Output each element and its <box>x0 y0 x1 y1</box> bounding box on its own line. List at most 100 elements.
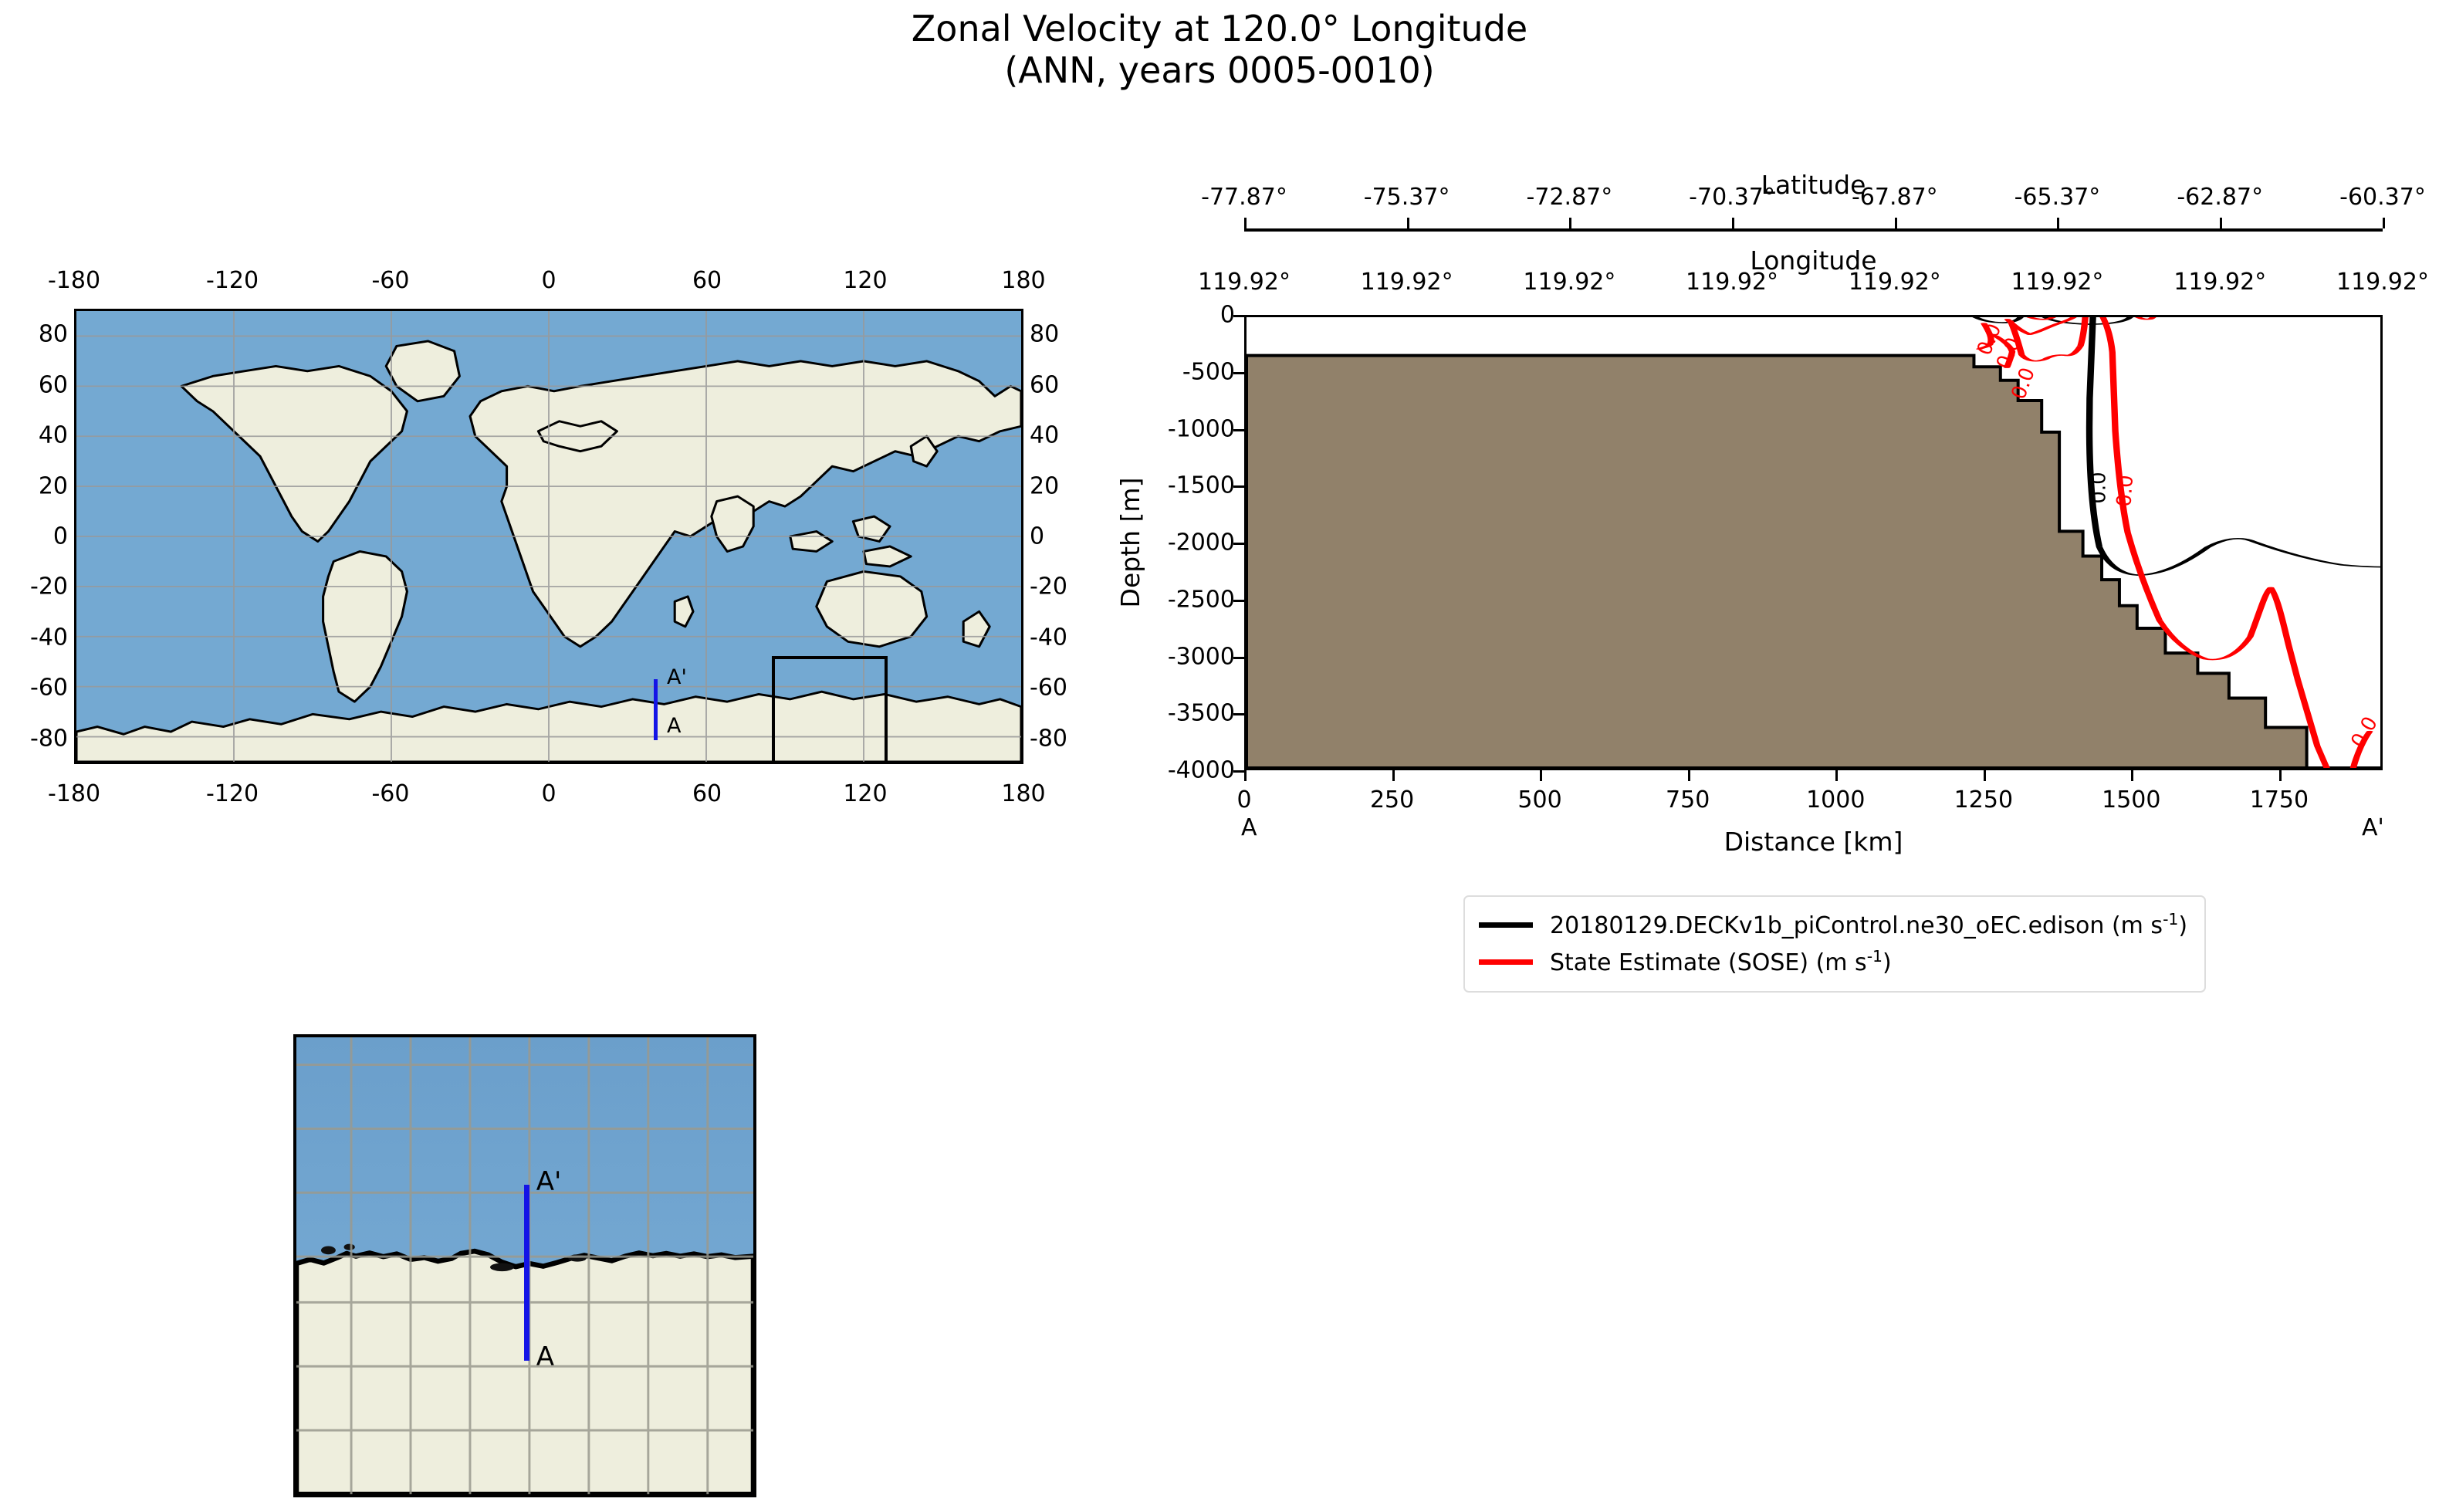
dist-tick-5 <box>1983 770 1986 781</box>
world-xtick-top-6: 180 <box>1001 267 1046 294</box>
dist-label-0: 0 <box>1236 786 1252 814</box>
world-xtick-top-3: 0 <box>541 267 556 294</box>
world-xtick-bot-1: -120 <box>205 780 259 807</box>
lat-tick-4 <box>1894 218 1897 228</box>
world-ytick-l-0: 80 <box>38 320 68 348</box>
world-ytick-r-4: 0 <box>1030 523 1045 550</box>
world-ytick-l-7: -60 <box>30 674 68 702</box>
world-ytick-l-8: -80 <box>30 725 68 753</box>
lat-label-1: -75.37° <box>1363 184 1450 211</box>
dist-label-4: 1000 <box>1806 786 1866 814</box>
lat-tick-3 <box>1732 218 1735 228</box>
transect-line <box>523 1185 529 1361</box>
lat-label-4: -67.87° <box>1851 184 1938 211</box>
dist-tick-4 <box>1835 770 1839 781</box>
world-xtick-top-2: -60 <box>371 267 410 294</box>
series-legend: 20180129.DECKv1b_piControl.ne30_oEC.edis… <box>1463 895 2207 993</box>
contour-label-black-1: 0.0 <box>2087 472 2111 504</box>
regional-map-graphic <box>296 1037 753 1494</box>
lat-label-2: -72.87° <box>1526 184 1613 211</box>
dist-label-2: 500 <box>1517 786 1562 814</box>
figure-title: Zonal Velocity at 120.0° Longitude (ANN,… <box>911 8 1528 92</box>
legend-label-model: 20180129.DECKv1b_piControl.ne30_oEC.edis… <box>1550 910 2188 939</box>
regional-map-frame: A' A <box>293 1034 756 1497</box>
world-ytick-r-1: 60 <box>1030 371 1060 399</box>
legend-swatch-model <box>1479 922 1533 928</box>
depth-label-3: -1500 <box>1167 472 1235 499</box>
latitude-axis-title: Latitude <box>1761 170 1866 200</box>
transect-line <box>653 679 658 740</box>
world-xtick-bot-6: 180 <box>1001 780 1046 807</box>
dist-tick-0 <box>1244 770 1247 781</box>
lon-label-4: 119.92° <box>1848 269 1941 296</box>
section-endpoint-a-prime: A' <box>2362 814 2384 841</box>
world-ytick-l-2: 40 <box>38 421 68 449</box>
lon-label-6: 119.92° <box>2173 269 2267 296</box>
depth-label-1: -500 <box>1182 358 1235 386</box>
dist-label-3: 750 <box>1666 786 1710 814</box>
lat-label-5: -65.37° <box>2014 184 2101 211</box>
depth-tick-3 <box>1233 485 1244 489</box>
longitude-axis-title: Longitude <box>1750 245 1877 276</box>
longitude-axis: 119.92° 119.92° 119.92° 119.92° 119.92° … <box>1198 269 2429 299</box>
transect-end-label: A' <box>667 665 687 690</box>
world-xtick-bot-0: -180 <box>47 780 101 807</box>
lat-label-3: -70.37° <box>1689 184 1775 211</box>
depth-tick-0 <box>1233 315 1244 317</box>
world-ytick-r-3: 20 <box>1030 472 1060 499</box>
section-plot-frame: 0.0 0.0 0.0 0.0 0.0 0.0 <box>1244 315 2383 770</box>
lat-label-6: -62.87° <box>2177 184 2264 211</box>
depth-label-6: -3000 <box>1167 643 1235 670</box>
lon-label-0: 119.92° <box>1198 269 1291 296</box>
legend-label-sose: State Estimate (SOSE) (m s-1) <box>1550 947 1892 976</box>
transect-start-label: A <box>536 1341 555 1372</box>
depth-label-5: -2500 <box>1167 586 1235 614</box>
lon-label-2: 119.92° <box>1523 269 1616 296</box>
depth-label-7: -3500 <box>1167 699 1235 727</box>
world-ytick-l-6: -40 <box>30 624 68 651</box>
section-endpoint-a: A <box>1241 814 1257 841</box>
lat-tick-1 <box>1406 218 1409 228</box>
regional-zoom-map: A' A <box>293 1034 756 1497</box>
world-xtick-bot-4: 60 <box>692 780 722 807</box>
legend-entry-sose[interactable]: State Estimate (SOSE) (m s-1) <box>1479 943 2187 980</box>
world-xtick-bot-3: 0 <box>541 780 556 807</box>
world-ytick-l-5: -20 <box>30 573 68 600</box>
world-ytick-l-4: 0 <box>52 523 68 550</box>
depth-label-0: 0 <box>1220 301 1235 329</box>
depth-tick-2 <box>1233 428 1244 431</box>
world-xtick-top-0: -180 <box>47 267 101 294</box>
contour-label-red-4: 0.0 <box>2113 473 2138 508</box>
depth-label-8: -4000 <box>1167 756 1235 784</box>
depth-distance-cross-section: 0.0 0.0 0.0 0.0 0.0 0.0 Depth [m] 0 -500… <box>1115 302 2383 857</box>
world-ytick-r-2: 40 <box>1030 421 1060 449</box>
world-ytick-r-6: -40 <box>1030 624 1067 651</box>
world-ytick-r-7: -60 <box>1030 674 1067 702</box>
world-ytick-r-5: -20 <box>1030 573 1067 600</box>
depth-tick-5 <box>1233 599 1244 602</box>
lat-tick-5 <box>2057 218 2060 228</box>
latitude-axis: -77.87° -75.37° -72.87° -70.37° -67.87° … <box>1201 184 2426 232</box>
depth-tick-6 <box>1233 656 1244 659</box>
lat-label-7: -60.37° <box>2339 184 2426 211</box>
depth-tick-7 <box>1233 713 1244 716</box>
dist-label-7: 1750 <box>2249 786 2309 814</box>
lon-label-3: 119.92° <box>1686 269 1779 296</box>
dist-label-6: 1500 <box>2102 786 2161 814</box>
world-xtick-top-5: 120 <box>843 267 888 294</box>
dist-tick-3 <box>1687 770 1690 781</box>
world-map-frame: A' A <box>74 309 1023 764</box>
lat-tick-7 <box>2383 218 2385 228</box>
world-ytick-l-1: 60 <box>38 371 68 399</box>
distance-axis-title: Distance [km] <box>1724 827 1903 857</box>
world-xtick-top-4: 60 <box>692 267 722 294</box>
transect-start-label: A <box>667 714 682 739</box>
world-ytick-l-3: 20 <box>38 472 68 499</box>
dist-tick-1 <box>1392 770 1395 781</box>
depth-label-2: -1000 <box>1167 415 1235 442</box>
dist-tick-6 <box>2131 770 2134 781</box>
legend-entry-model[interactable]: 20180129.DECKv1b_piControl.ne30_oEC.edis… <box>1479 906 2187 943</box>
dist-tick-7 <box>2278 770 2282 781</box>
depth-label-4: -2000 <box>1167 529 1235 556</box>
dist-label-1: 250 <box>1369 786 1415 814</box>
